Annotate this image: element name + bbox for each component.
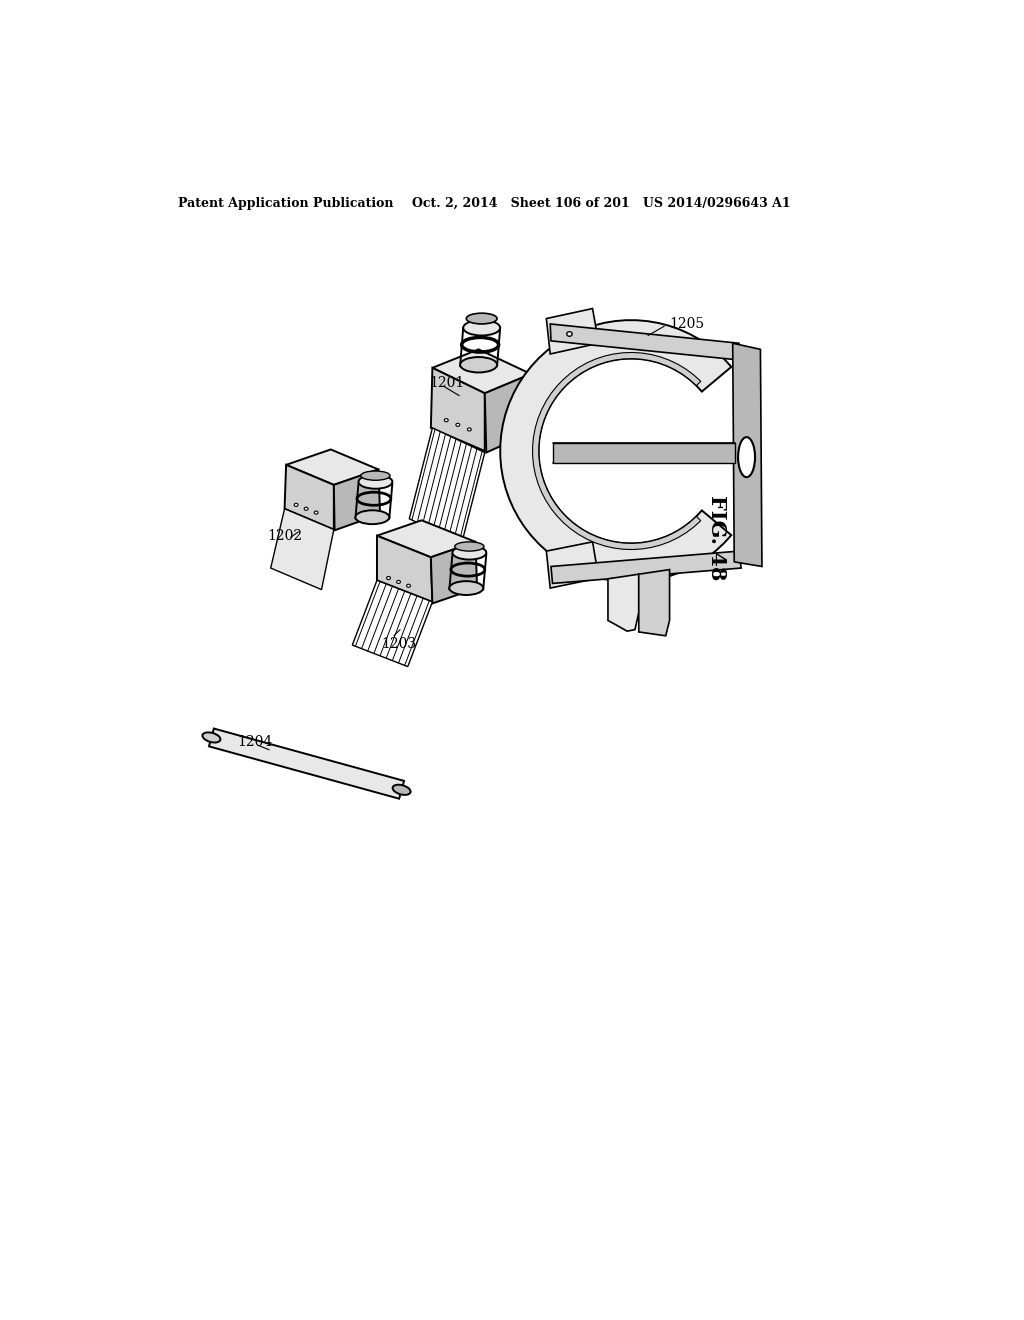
Text: FIG. 48: FIG. 48 — [707, 495, 726, 579]
Ellipse shape — [355, 511, 389, 524]
Ellipse shape — [314, 511, 318, 513]
Text: Oct. 2, 2014   Sheet 106 of 201   US 2014/0296643 A1: Oct. 2, 2014 Sheet 106 of 201 US 2014/02… — [412, 197, 791, 210]
Polygon shape — [431, 543, 477, 603]
Ellipse shape — [396, 581, 400, 583]
Ellipse shape — [358, 475, 392, 488]
Ellipse shape — [387, 577, 390, 579]
Ellipse shape — [294, 503, 298, 507]
Text: 1204: 1204 — [237, 735, 272, 748]
Text: Patent Application Publication: Patent Application Publication — [178, 197, 394, 210]
Polygon shape — [547, 543, 599, 589]
Polygon shape — [608, 574, 639, 631]
Polygon shape — [286, 449, 379, 484]
Text: 1203: 1203 — [382, 636, 417, 651]
Ellipse shape — [203, 733, 220, 743]
Ellipse shape — [304, 507, 308, 511]
Ellipse shape — [460, 356, 497, 372]
Ellipse shape — [467, 428, 471, 430]
Polygon shape — [501, 321, 731, 582]
Polygon shape — [209, 729, 404, 799]
Ellipse shape — [360, 471, 390, 480]
Polygon shape — [551, 552, 741, 583]
Ellipse shape — [463, 319, 500, 335]
Ellipse shape — [456, 424, 460, 426]
Polygon shape — [550, 323, 740, 360]
Ellipse shape — [407, 585, 411, 587]
Ellipse shape — [455, 541, 484, 552]
Ellipse shape — [444, 418, 449, 422]
Ellipse shape — [450, 581, 483, 595]
Ellipse shape — [566, 331, 572, 337]
Ellipse shape — [453, 545, 486, 560]
Text: 1201: 1201 — [429, 376, 465, 391]
Polygon shape — [547, 309, 599, 354]
Text: 1202: 1202 — [267, 529, 303, 543]
Polygon shape — [553, 444, 735, 462]
Polygon shape — [285, 465, 334, 529]
Ellipse shape — [466, 313, 497, 323]
Ellipse shape — [392, 784, 411, 795]
Polygon shape — [532, 352, 700, 549]
Polygon shape — [410, 428, 484, 544]
Polygon shape — [270, 508, 334, 590]
Polygon shape — [432, 350, 531, 393]
Polygon shape — [377, 520, 475, 557]
Polygon shape — [733, 343, 762, 566]
Polygon shape — [484, 374, 532, 453]
Ellipse shape — [738, 437, 755, 478]
Polygon shape — [639, 570, 670, 636]
Polygon shape — [431, 368, 484, 451]
Text: 1205: 1205 — [670, 317, 705, 331]
Polygon shape — [334, 470, 380, 531]
Polygon shape — [377, 536, 432, 602]
Polygon shape — [352, 581, 432, 667]
